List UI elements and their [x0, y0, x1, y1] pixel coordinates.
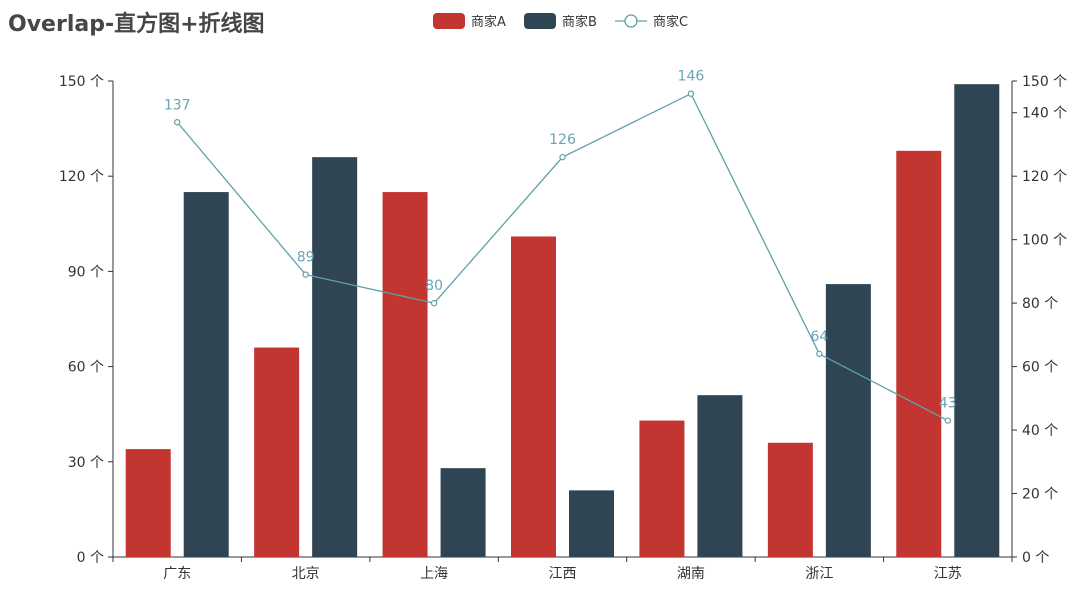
x-tick-label: 上海 — [420, 566, 448, 582]
legend[interactable]: 商家A 商家B 商家C — [433, 13, 688, 30]
y-right-tick-label: 140 个 — [1022, 106, 1067, 122]
line-point[interactable] — [687, 90, 695, 97]
line-point[interactable] — [816, 350, 823, 358]
legend-label[interactable]: 商家B — [562, 14, 597, 30]
y-right-tick-label: 100 个 — [1022, 233, 1067, 249]
bar-商家B[interactable] — [954, 84, 1000, 557]
bar-商家B[interactable] — [825, 284, 871, 557]
line-series[interactable]: 137 89 80 126 146 64 43 — [164, 69, 957, 424]
bar-商家A[interactable] — [382, 192, 428, 558]
x-tick-label: 湖南 — [677, 566, 705, 582]
y-right-tick-label: 40 个 — [1022, 423, 1058, 439]
y-left-tick-label: 60 个 — [68, 360, 104, 376]
chart-title: Overlap-直方图+折线图 — [8, 12, 265, 37]
line-data-label: 146 — [678, 69, 705, 85]
line-point[interactable] — [430, 299, 438, 307]
line-data-label: 89 — [297, 250, 315, 266]
y-left-tick-label: 0 个 — [77, 550, 104, 566]
line-point[interactable] — [302, 271, 309, 278]
legend-label[interactable]: 商家C — [653, 14, 688, 30]
line-data-label: 80 — [425, 278, 443, 294]
bar-商家B[interactable] — [312, 157, 358, 557]
x-tick-label: 江苏 — [934, 566, 962, 582]
line-data-label: 43 — [939, 396, 957, 412]
line-data-label: 126 — [549, 132, 576, 148]
y-right-tick-label: 120 个 — [1022, 169, 1067, 185]
y-left-tick-label: 90 个 — [68, 264, 104, 280]
x-tick-label: 浙江 — [805, 566, 833, 582]
line-point[interactable] — [174, 119, 181, 126]
y-right-tick-label: 80 个 — [1022, 296, 1058, 312]
y-left-tick-label: 120 个 — [59, 169, 104, 185]
x-tick-label: 江西 — [549, 566, 577, 582]
bar-商家A[interactable] — [125, 449, 171, 557]
bar-商家A[interactable] — [254, 347, 300, 557]
y-right-tick-label: 150 个 — [1022, 74, 1067, 90]
bar-商家B[interactable] — [440, 468, 486, 557]
line-point[interactable] — [944, 417, 951, 424]
bar-商家B[interactable] — [569, 490, 614, 557]
y-right-tick-label: 60 个 — [1022, 360, 1058, 376]
line-point[interactable] — [559, 153, 566, 161]
axes: 0 个 30 个 60 个 90 个 120 个 150 个 0 个 20 个 40 个 60 个… — [59, 74, 1067, 582]
y-left-tick-label: 30 个 — [68, 455, 104, 471]
bar-商家A[interactable] — [896, 150, 942, 557]
bar-商家B[interactable] — [697, 395, 743, 557]
legend-swatch-marker[interactable] — [624, 14, 638, 28]
line-data-label: 137 — [164, 97, 191, 113]
bar-商家B[interactable] — [183, 192, 229, 558]
y-right-tick-label: 0 个 — [1022, 550, 1049, 566]
bar-商家A[interactable] — [639, 420, 685, 557]
legend-label[interactable]: 商家A — [471, 14, 506, 30]
line-data-label: 64 — [810, 329, 828, 345]
bar-商家A[interactable] — [511, 236, 556, 557]
bar-series[interactable] — [125, 84, 1000, 558]
legend-swatch[interactable] — [524, 13, 556, 29]
x-tick-label: 广东 — [163, 566, 191, 582]
y-right-tick-label: 20 个 — [1022, 487, 1058, 503]
x-tick-label: 北京 — [292, 566, 320, 582]
bar-商家A[interactable] — [767, 442, 813, 557]
y-left-tick-label: 150 个 — [59, 74, 104, 90]
legend-swatch[interactable] — [433, 13, 465, 29]
